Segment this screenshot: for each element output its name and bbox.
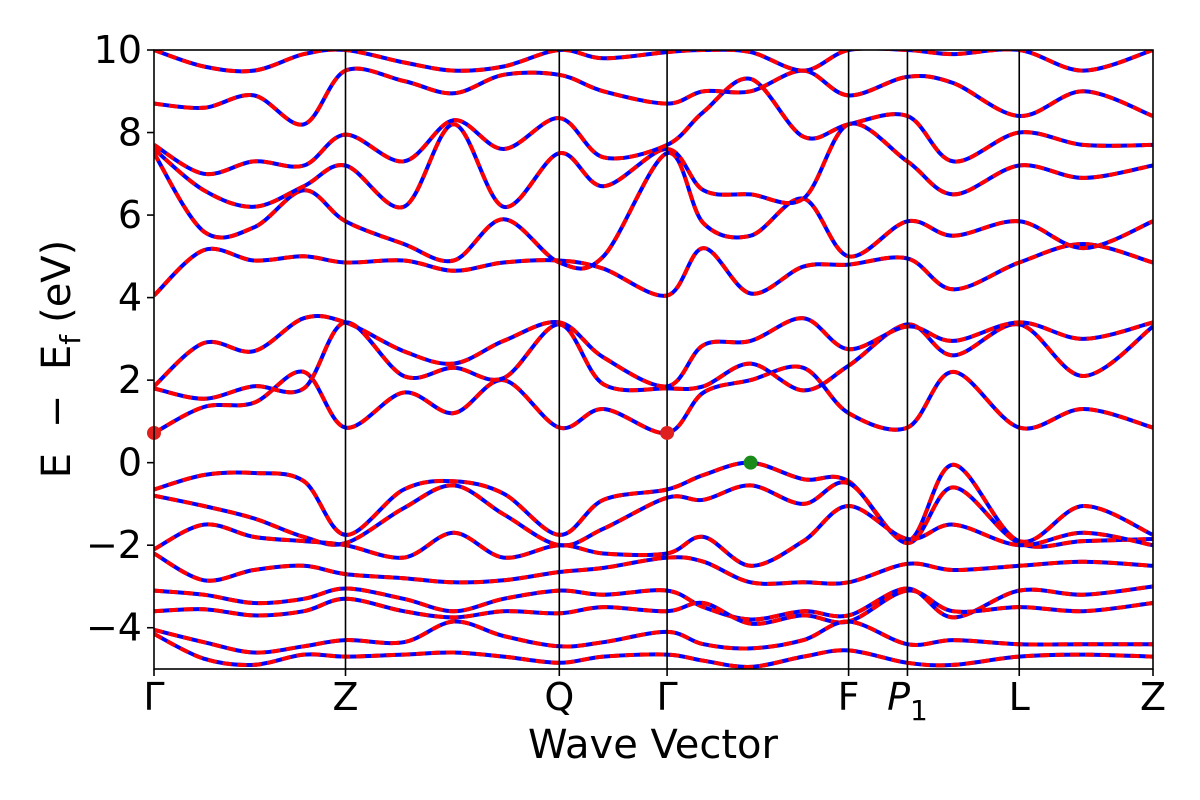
band-5-spin-down [154, 588, 1153, 626]
x-tick-label: Γ [657, 675, 678, 719]
band-8-spin-up [154, 364, 1153, 436]
y-axis-label: E − Ef (eV) [34, 240, 87, 479]
y-tick-label: 8 [118, 111, 142, 155]
y-tick-label: 10 [94, 28, 142, 72]
band-7-spin-up [154, 632, 1153, 669]
band-11-spin-down [154, 241, 1153, 298]
band-2-spin-down [154, 503, 1153, 568]
band-16-spin-down [154, 50, 1153, 74]
conduction-band-minimum-marker [660, 425, 675, 440]
x-tick-label: F [838, 675, 860, 719]
y-label-minus: − [34, 395, 80, 429]
band-9-spin-down [154, 320, 1153, 401]
band-15-spin-down [154, 66, 1153, 127]
band-4-spin-up [154, 584, 1153, 622]
band-7-spin-down [154, 632, 1153, 669]
band-3-spin-down [154, 551, 1153, 586]
y-tick-label: 4 [118, 276, 142, 320]
y-label-ef: E [34, 345, 80, 370]
band-16-spin-up [154, 50, 1153, 74]
x-tick-label: Z [1140, 675, 1166, 719]
x-axis-label: Wave Vector [528, 722, 779, 768]
high-symmetry-lines [344, 50, 1021, 669]
band-10-spin-down [154, 313, 1153, 389]
y-label-energy: E [34, 453, 80, 478]
y-tick-label: −4 [86, 606, 142, 650]
band-15-spin-up [154, 66, 1153, 127]
band-13-spin-down [154, 121, 1153, 210]
band-6-spin-up [154, 619, 1153, 655]
band-4-spin-down [154, 584, 1153, 622]
band-12-spin-down [154, 151, 1153, 271]
y-tick-label: 2 [118, 358, 142, 402]
valence-band-maximum-marker [743, 455, 758, 470]
band-14-spin-up [154, 76, 1153, 177]
y-tick-label: 0 [118, 441, 142, 485]
x-tick-label: Γ [143, 675, 164, 719]
plot-frame [153, 49, 1154, 670]
svg-text:E − Ef(eV): E − Ef (eV) [34, 240, 87, 479]
band-8-spin-down [154, 364, 1153, 436]
y-tick-label: −2 [86, 523, 142, 567]
x-tick-label: L [1009, 675, 1030, 719]
x-tick-label: Z [332, 675, 358, 719]
y-tick-label: 6 [118, 193, 142, 237]
y-axis-ticks: −4 −2 0 2 4 6 8 10 [86, 28, 154, 650]
band-6-spin-down [154, 619, 1153, 655]
x-tick-label: P1 [887, 675, 928, 727]
x-axis-ticks: Γ Z Q Γ F P1 L Z [143, 669, 1166, 727]
band-edge-markers [147, 425, 758, 470]
bands-layer [154, 50, 1153, 669]
band-0-spin-down [154, 460, 1153, 544]
x-tick-label: Q [544, 675, 574, 719]
y-label-unit: (eV) [34, 240, 80, 323]
y-label-ef-subscript: f [54, 334, 87, 345]
